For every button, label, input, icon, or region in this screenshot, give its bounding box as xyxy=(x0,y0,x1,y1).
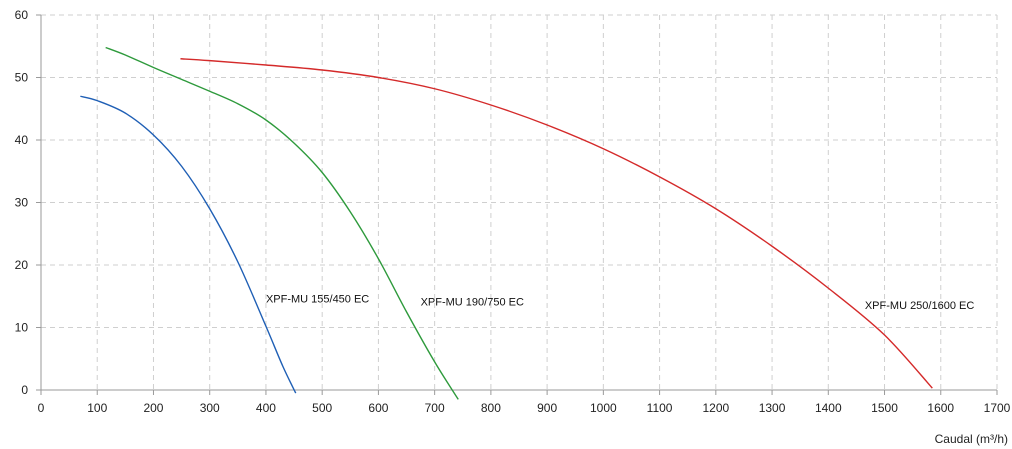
series-line xyxy=(105,46,459,400)
x-tick-label: 1300 xyxy=(759,401,786,415)
y-tick-label: 30 xyxy=(15,196,29,210)
x-tick-label: 200 xyxy=(143,401,163,415)
x-tick-label: 100 xyxy=(87,401,107,415)
x-tick-label: 700 xyxy=(425,401,445,415)
x-tick-label: 1200 xyxy=(702,401,729,415)
x-tick-label: 1500 xyxy=(871,401,898,415)
x-tick-label: 800 xyxy=(481,401,501,415)
x-tick-label: 300 xyxy=(200,401,220,415)
x-tick-label: 900 xyxy=(537,401,557,415)
series-line xyxy=(180,58,933,389)
x-tick-label: 1700 xyxy=(984,401,1011,415)
axes: 0 100 200 300 400 500 600 700 800 900 1000 1100 1200… xyxy=(15,8,1011,415)
series-annotation-label: XPF-MU 155/450 EC xyxy=(266,294,369,306)
y-tick-label: 10 xyxy=(15,321,29,335)
y-tick-label: 60 xyxy=(15,8,29,22)
x-tick-label: 1400 xyxy=(815,401,842,415)
x-tick-label: 1100 xyxy=(647,401,673,415)
x-tick-label: 1000 xyxy=(590,401,617,415)
x-tick-label: 1600 xyxy=(927,401,954,415)
series-lines xyxy=(80,46,933,400)
x-tick-label: 0 xyxy=(38,401,45,415)
series-annotation-label: XPF-MU 250/1600 EC xyxy=(865,300,974,312)
series-line xyxy=(80,95,297,394)
y-tick-label: 50 xyxy=(15,71,29,85)
series-annotation-label: XPF-MU 190/750 EC xyxy=(421,297,524,309)
x-tick-label: 400 xyxy=(256,401,276,415)
x-tick-label: 500 xyxy=(312,401,332,415)
y-tick-label: 40 xyxy=(15,133,29,147)
y-tick-label: 20 xyxy=(15,258,29,272)
grid-lines xyxy=(41,14,998,390)
series-labels: XPF-MU 155/450 EC XPF-MU 190/750 EC XPF-MU… xyxy=(266,294,974,312)
x-tick-label: 600 xyxy=(368,401,388,415)
x-axis-label: Caudal (m³/h) xyxy=(935,432,1008,446)
y-tick-label: 0 xyxy=(21,383,28,397)
